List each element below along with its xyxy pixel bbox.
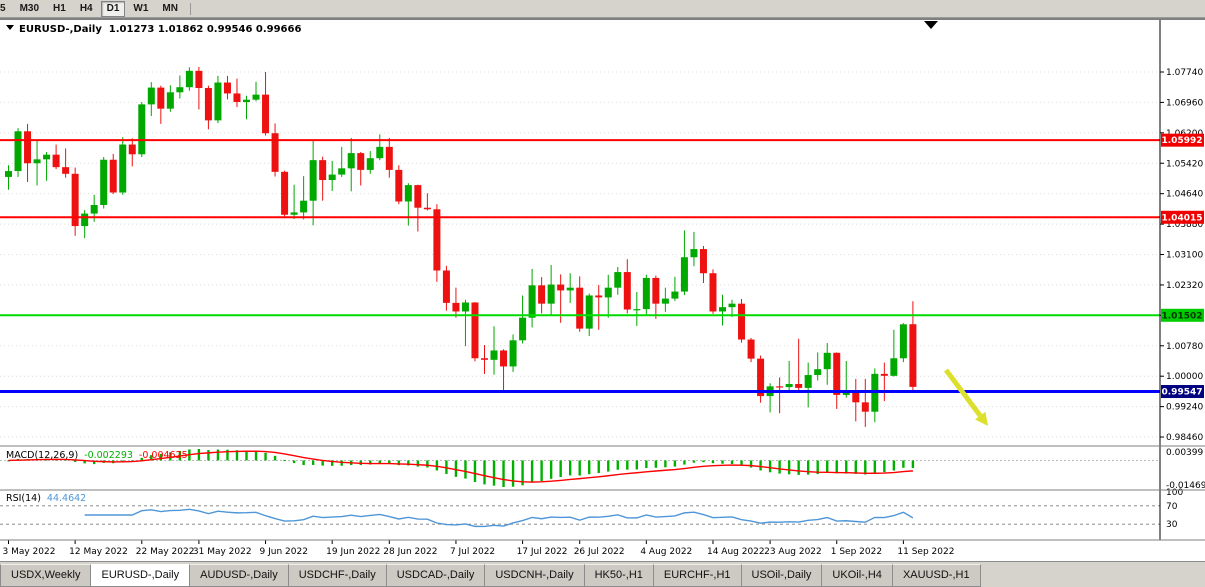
tab-hk50-h1[interactable]: HK50-,H1 <box>583 564 654 587</box>
timeframe-d1-button[interactable]: D1 <box>100 0 126 17</box>
tab-usdcnh-daily[interactable]: USDCNH-,Daily <box>484 564 585 587</box>
timeframe-h4-button[interactable]: H4 <box>74 1 99 17</box>
tab-usdx-weekly[interactable]: USDX,Weekly <box>0 564 92 587</box>
price-chart-canvas[interactable] <box>0 18 1205 561</box>
tab-eurchf-h1[interactable]: EURCHF-,H1 <box>652 564 742 587</box>
tab-audusd-daily[interactable]: AUDUSD-,Daily <box>189 564 289 587</box>
timeframe-toolbar: 5 M30 H1 H4 D1 W1 MN <box>0 0 1205 18</box>
timeframe-h1-button[interactable]: H1 <box>47 1 72 17</box>
timeframe-mn-button[interactable]: MN <box>156 1 184 17</box>
tab-usdcad-daily[interactable]: USDCAD-,Daily <box>385 564 486 587</box>
timeframe-m30-button[interactable]: M30 <box>14 1 45 17</box>
chart-tab-bar: USDX,Weekly EURUSD-,Daily AUDUSD-,Daily … <box>0 561 1205 587</box>
tab-usdchf-daily[interactable]: USDCHF-,Daily <box>287 564 387 587</box>
tab-eurusd-daily[interactable]: EURUSD-,Daily <box>90 564 191 587</box>
toolbar-divider <box>189 2 191 15</box>
timeframe-m5-button[interactable]: 5 <box>0 1 12 17</box>
tab-ukoil-h4[interactable]: UKOil-,H4 <box>821 564 893 587</box>
tab-xauusd-h1[interactable]: XAUUSD-,H1 <box>891 564 981 587</box>
timeframe-w1-button[interactable]: W1 <box>127 1 154 17</box>
tab-usoil-daily[interactable]: USOil-,Daily <box>740 564 823 587</box>
